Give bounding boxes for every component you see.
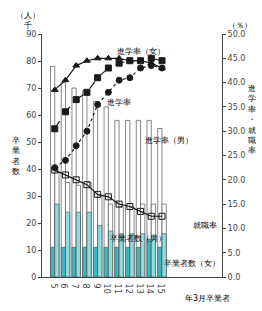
svg-text:進学率（女）: 進学率（女） xyxy=(117,47,165,56)
svg-text:80: 80 xyxy=(26,57,36,66)
svg-text:20: 20 xyxy=(26,219,36,228)
svg-text:進学率（男）: 進学率（男） xyxy=(145,136,193,145)
svg-text:12: 12 xyxy=(124,284,133,294)
svg-text:進学率・就職率: 進学率・就職率 xyxy=(248,84,256,155)
svg-text:20.0: 20.0 xyxy=(228,176,246,185)
svg-text:11: 11 xyxy=(113,284,122,294)
svg-text:卒業者数（女）: 卒業者数（女） xyxy=(164,259,220,268)
svg-text:50: 50 xyxy=(26,138,36,147)
svg-text:卒業者数: 卒業者数 xyxy=(12,136,20,176)
svg-text:15: 15 xyxy=(156,284,165,294)
svg-text:10: 10 xyxy=(102,284,111,294)
svg-text:10: 10 xyxy=(26,246,36,255)
svg-text:0: 0 xyxy=(31,273,36,282)
svg-text:10.0: 10.0 xyxy=(228,224,246,233)
svg-text:40: 40 xyxy=(26,165,36,174)
svg-text:30.0: 30.0 xyxy=(228,127,246,136)
svg-text:14: 14 xyxy=(145,284,154,294)
svg-text:9: 9 xyxy=(92,284,101,289)
svg-text:30: 30 xyxy=(26,192,36,201)
svg-text:45.0: 45.0 xyxy=(228,54,246,63)
svg-text:年3月卒業者: 年3月卒業者 xyxy=(185,294,230,303)
svg-text:卒業者数（男）: 卒業者数（男） xyxy=(110,234,166,243)
svg-text:5: 5 xyxy=(49,284,58,289)
svg-text:35.0: 35.0 xyxy=(228,103,246,112)
svg-text:13: 13 xyxy=(135,284,144,294)
svg-text:（人）千: （人）千 xyxy=(16,11,40,30)
svg-text:5.0: 5.0 xyxy=(228,249,241,258)
svg-text:0.0: 0.0 xyxy=(228,273,241,282)
svg-text:8: 8 xyxy=(81,284,90,289)
svg-text:60: 60 xyxy=(26,111,36,120)
svg-text:40.0: 40.0 xyxy=(228,78,246,87)
svg-text:7: 7 xyxy=(70,284,79,289)
svg-text:15.0: 15.0 xyxy=(228,200,246,209)
svg-text:就職率: 就職率 xyxy=(193,221,217,230)
svg-text:25.0: 25.0 xyxy=(228,151,246,160)
svg-text:進学率: 進学率 xyxy=(107,98,131,107)
svg-text:50.0: 50.0 xyxy=(228,30,246,39)
svg-text:70: 70 xyxy=(26,84,36,93)
svg-text:90: 90 xyxy=(26,30,36,39)
svg-text:6: 6 xyxy=(59,284,68,289)
svg-text:（％）: （％） xyxy=(228,21,252,30)
